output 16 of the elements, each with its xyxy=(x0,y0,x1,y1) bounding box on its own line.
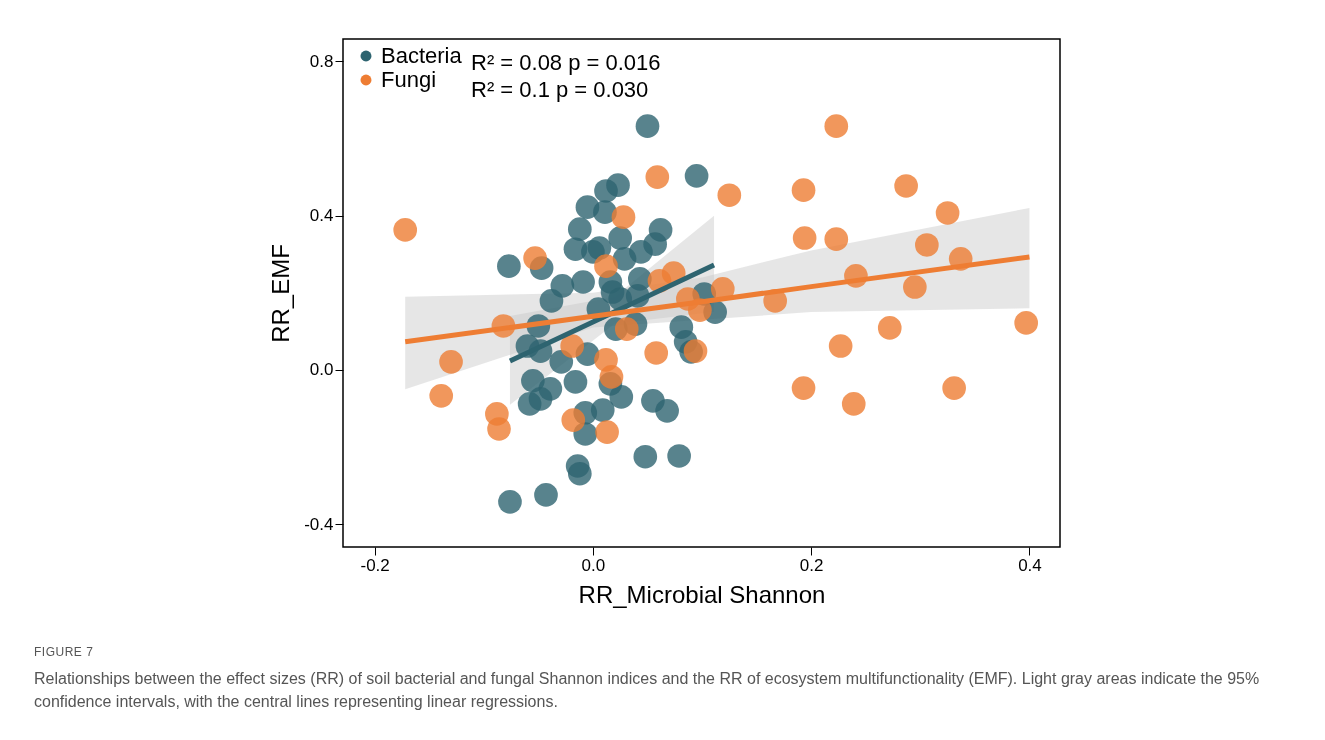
x-axis-title: RR_Microbial Shannon xyxy=(578,580,826,608)
annotation: R² = 0.1 p = 0.030 xyxy=(471,77,649,102)
x-tick-label: 0.0 xyxy=(581,555,606,575)
y-axis-title: RR_EMF xyxy=(267,244,295,343)
legend-label: Bacteria xyxy=(381,43,463,68)
y-tick-label: -0.4 xyxy=(304,514,334,534)
y-tick-label: 0.8 xyxy=(309,51,334,71)
text: Relationships between the effect sizes (RR) of soil bacterial and fungal Shannon indices and the RR of ecosystem multifunctionality (EMF). Light gray areas indicate the 95% confidence intervals, with the central lines representing linear regressions. xyxy=(34,669,1261,712)
y-tick-label: 0.4 xyxy=(309,206,334,226)
x-tick-label: 0.4 xyxy=(1018,555,1042,575)
legend-label: Fungi xyxy=(381,67,437,92)
text: FIGURE 7 xyxy=(34,645,94,659)
x-tick-label: 0.2 xyxy=(799,555,824,575)
y-tick-label: 0.0 xyxy=(309,360,334,380)
x-tick-label: -0.2 xyxy=(360,555,390,575)
annotation: R² = 0.08 p = 0.016 xyxy=(471,50,661,75)
